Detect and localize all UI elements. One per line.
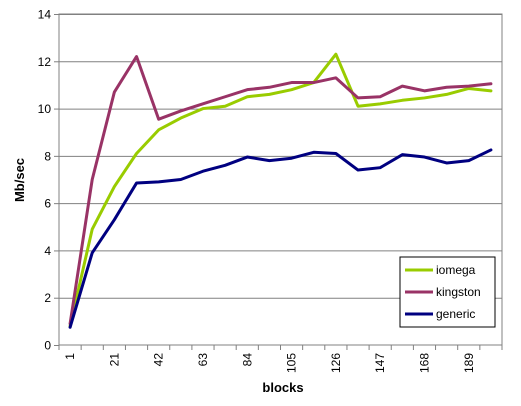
gridlines bbox=[59, 14, 502, 299]
y-tick-label: 14 bbox=[38, 8, 52, 22]
axes: 0 2 4 6 8 10 12 14 1 21 42 63 84 105 126 147 168 189 bbox=[38, 8, 503, 373]
x-tick-label: 126 bbox=[329, 353, 343, 373]
x-tick-label: 21 bbox=[107, 353, 121, 367]
legend-label-iomega: iomega bbox=[436, 263, 476, 277]
y-tick-label: 10 bbox=[38, 102, 52, 116]
legend-label-kingston: kingston bbox=[436, 285, 481, 299]
x-tick-label: 189 bbox=[462, 353, 476, 373]
series-line-generic bbox=[68, 148, 493, 329]
x-axis-title: blocks bbox=[262, 380, 303, 395]
y-tick-label: 6 bbox=[44, 197, 51, 211]
y-tick-label: 4 bbox=[44, 244, 51, 258]
x-tick-label: 84 bbox=[240, 353, 254, 367]
legend-label-generic: generic bbox=[436, 307, 475, 321]
x-tick-label: 168 bbox=[417, 353, 431, 373]
y-tick-label: 2 bbox=[44, 291, 51, 305]
series-lines bbox=[68, 52, 493, 329]
y-tick-label: 8 bbox=[44, 149, 51, 163]
series-line-kingston bbox=[68, 55, 493, 326]
x-tick-label: 105 bbox=[285, 353, 299, 373]
y-tick-label: 12 bbox=[38, 55, 52, 69]
legend: iomega kingston generic bbox=[399, 256, 496, 328]
y-axis-title: Mb/sec bbox=[12, 158, 27, 202]
x-tick-label: 147 bbox=[373, 353, 387, 373]
x-tick-label: 1 bbox=[63, 353, 77, 360]
x-tick-label: 42 bbox=[152, 353, 166, 367]
y-tick-label: 0 bbox=[44, 339, 51, 353]
series-line-iomega bbox=[68, 52, 493, 328]
x-tick-label: 63 bbox=[196, 353, 210, 367]
